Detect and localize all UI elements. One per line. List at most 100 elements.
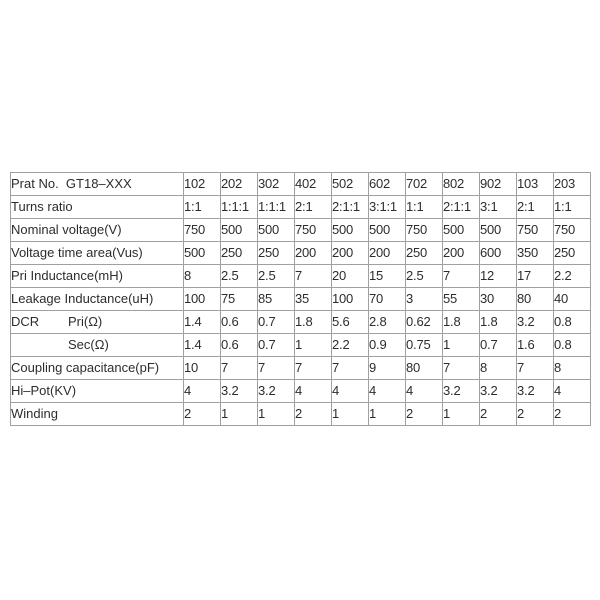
value-cell: 750 [516, 218, 554, 242]
value-cell: 7 [257, 356, 295, 380]
value-cell: 103 [516, 172, 554, 196]
table-row: Prat No. GT18–XXX 102 202 302 402 502 602 702 80… [10, 172, 591, 196]
row-label: Leakage Inductance(uH) [10, 287, 184, 311]
value-cell: 4 [368, 379, 406, 403]
value-cell: 1 [220, 402, 258, 426]
value-cell: 500 [183, 241, 221, 265]
value-cell: 0.8 [553, 310, 591, 334]
spec-table-body: Prat No. GT18–XXX 102 202 302 402 502 602 702 80… [10, 172, 591, 426]
value-cell: 1:1 [183, 195, 221, 219]
value-cell: 500 [331, 218, 369, 242]
value-cell: 1 [368, 402, 406, 426]
value-cell: 4 [405, 379, 443, 403]
value-cell: 250 [553, 241, 591, 265]
value-cell: 2.2 [331, 333, 369, 357]
value-cell: 1.8 [479, 310, 517, 334]
row-label: Coupling capacitance(pF) [10, 356, 184, 380]
value-cell: 0.9 [368, 333, 406, 357]
value-cell: 1 [331, 402, 369, 426]
value-cell: 2 [294, 402, 332, 426]
value-cell: 1.8 [442, 310, 480, 334]
value-cell: 7 [442, 264, 480, 288]
value-cell: 1:1:1 [257, 195, 295, 219]
value-cell: 3.2 [516, 310, 554, 334]
value-cell: 10 [183, 356, 221, 380]
value-cell: 30 [479, 287, 517, 311]
value-cell: 3.2 [479, 379, 517, 403]
value-cell: 1.6 [516, 333, 554, 357]
value-cell: 7 [516, 356, 554, 380]
value-cell: 35 [294, 287, 332, 311]
value-cell: 0.7 [479, 333, 517, 357]
value-cell: 7 [220, 356, 258, 380]
value-cell: 2.2 [553, 264, 591, 288]
value-cell: 802 [442, 172, 480, 196]
value-cell: 2 [405, 402, 443, 426]
value-cell: 500 [479, 218, 517, 242]
value-cell: 3:1 [479, 195, 517, 219]
value-cell: 402 [294, 172, 332, 196]
value-cell: 1:1:1 [220, 195, 258, 219]
value-cell: 12 [479, 264, 517, 288]
value-cell: 3.2 [257, 379, 295, 403]
value-cell: 500 [368, 218, 406, 242]
value-cell: 1 [442, 402, 480, 426]
value-cell: 1.8 [294, 310, 332, 334]
value-cell: 202 [220, 172, 258, 196]
value-cell: 17 [516, 264, 554, 288]
row-label-sub: Sec(Ω) [68, 337, 109, 352]
row-label: Nominal voltage(V) [10, 218, 184, 242]
value-cell: 75 [220, 287, 258, 311]
value-cell: 750 [553, 218, 591, 242]
value-cell: 7 [331, 356, 369, 380]
value-cell: 1:1 [405, 195, 443, 219]
value-cell: 0.6 [220, 310, 258, 334]
value-cell: 85 [257, 287, 295, 311]
value-cell: 1:1 [553, 195, 591, 219]
table-row: Hi–Pot(KV) 4 3.2 3.2 4 4 4 4 3.2 3.2 3.2 4 [10, 379, 591, 403]
value-cell: 8 [553, 356, 591, 380]
value-cell: 3 [405, 287, 443, 311]
value-cell: 0.8 [553, 333, 591, 357]
row-label: Voltage time area(Vus) [10, 241, 184, 265]
value-cell: 200 [331, 241, 369, 265]
row-label: DCR Pri(Ω) [10, 310, 184, 334]
value-cell: 200 [368, 241, 406, 265]
value-cell: 502 [331, 172, 369, 196]
row-label: Sec(Ω) [10, 333, 184, 357]
value-cell: 3:1:1 [368, 195, 406, 219]
value-cell: 55 [442, 287, 480, 311]
value-cell: 4 [294, 379, 332, 403]
row-label-sub: Pri(Ω) [68, 314, 103, 329]
value-cell: 0.6 [220, 333, 258, 357]
value-cell: 200 [442, 241, 480, 265]
value-cell: 7 [442, 356, 480, 380]
value-cell: 1.4 [183, 310, 221, 334]
value-cell: 702 [405, 172, 443, 196]
value-cell: 0.7 [257, 310, 295, 334]
row-label: Pri Inductance(mH) [10, 264, 184, 288]
value-cell: 5.6 [331, 310, 369, 334]
value-cell: 750 [294, 218, 332, 242]
value-cell: 2 [183, 402, 221, 426]
table-row: Leakage Inductance(uH) 100 75 85 35 100 70 3 55 3… [10, 287, 591, 311]
value-cell: 70 [368, 287, 406, 311]
value-cell: 602 [368, 172, 406, 196]
value-cell: 302 [257, 172, 295, 196]
value-cell: 1 [442, 333, 480, 357]
value-cell: 9 [368, 356, 406, 380]
value-cell: 350 [516, 241, 554, 265]
value-cell: 20 [331, 264, 369, 288]
value-cell: 250 [257, 241, 295, 265]
value-cell: 40 [553, 287, 591, 311]
value-cell: 0.62 [405, 310, 443, 334]
value-cell: 902 [479, 172, 517, 196]
value-cell: 2 [516, 402, 554, 426]
value-cell: 100 [331, 287, 369, 311]
value-cell: 1.4 [183, 333, 221, 357]
value-cell: 2 [479, 402, 517, 426]
value-cell: 600 [479, 241, 517, 265]
value-cell: 4 [331, 379, 369, 403]
value-cell: 15 [368, 264, 406, 288]
